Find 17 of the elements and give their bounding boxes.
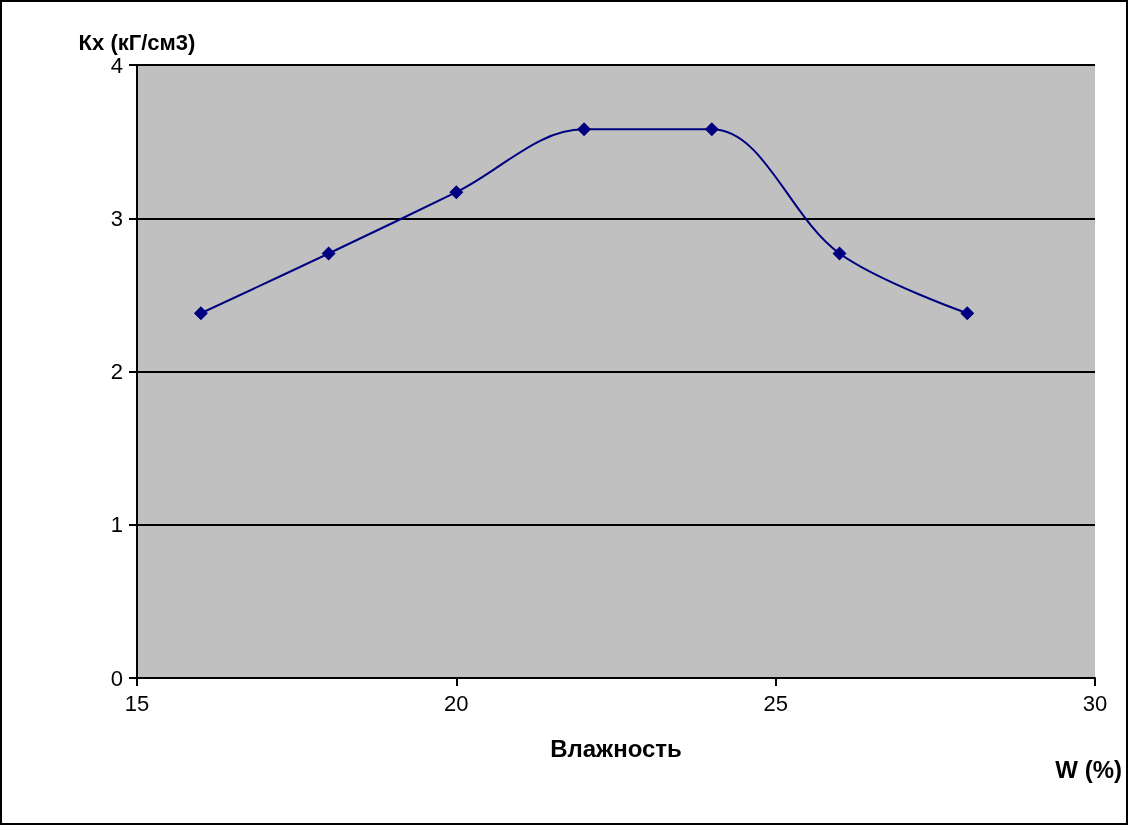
text: W (%) [1055, 755, 1123, 783]
x-tick-label: 30 [1082, 690, 1108, 716]
x-tick-label: 20 [444, 690, 469, 716]
point [960, 306, 975, 321]
point [832, 246, 847, 261]
y-tick-label: 1 [110, 512, 123, 538]
x-tick-label: 15 [124, 690, 150, 716]
x-axis-title: Влажность [550, 734, 682, 762]
point [577, 122, 592, 137]
point [704, 122, 719, 137]
y-tick-label: 2 [110, 359, 123, 384]
y-tick-label: 3 [110, 205, 123, 231]
point [321, 246, 336, 261]
point [193, 306, 208, 321]
x-tick-label: 25 [763, 690, 788, 716]
point [449, 185, 464, 200]
y-tick-label: 0 [110, 665, 123, 691]
